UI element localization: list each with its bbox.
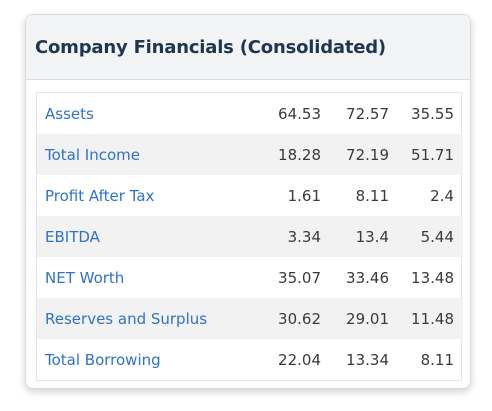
table-cell: 64.53 <box>278 104 321 123</box>
row-label-assets[interactable]: Assets <box>45 104 94 123</box>
table-row: Assets 64.53 72.57 35.55 <box>37 93 463 134</box>
table-cell: 35.55 <box>411 104 454 123</box>
row-label-profit-after-tax[interactable]: Profit After Tax <box>45 186 155 205</box>
table-row: Total Borrowing 22.04 13.34 8.11 <box>37 339 463 380</box>
row-label-ebitda[interactable]: EBITDA <box>37 216 251 257</box>
table-row: Reserves and Surplus 30.62 29.01 11.48 <box>37 298 463 339</box>
table-cell: 8.11 <box>355 186 389 205</box>
financials-card: Company Financials (Consolidated) Assets… <box>25 14 471 389</box>
table-cell: 8.11 <box>420 350 454 369</box>
table-row: Total Income 18.28 72.19 51.71 <box>37 134 463 175</box>
table-cell: 33.46 <box>346 268 389 287</box>
table-cell: 18.28 <box>251 134 321 175</box>
table-cell: 13.34 <box>346 350 389 369</box>
table-cell: 29.01 <box>321 298 389 339</box>
table-row: Profit After Tax 1.61 8.11 2.4 <box>37 175 463 216</box>
row-label-net-worth[interactable]: NET Worth <box>45 268 125 287</box>
table-cell: 5.44 <box>389 216 463 257</box>
row-label-reserves-and-surplus[interactable]: Reserves and Surplus <box>37 298 251 339</box>
financials-table: Assets 64.53 72.57 35.55 Total Income 18… <box>37 93 463 380</box>
table-cell: 72.19 <box>321 134 389 175</box>
card-title: Company Financials (Consolidated) <box>35 36 386 58</box>
table-cell: 11.48 <box>389 298 463 339</box>
table-cell: 13.4 <box>321 216 389 257</box>
table-cell: 35.07 <box>278 268 321 287</box>
table-cell: 1.61 <box>287 186 321 205</box>
financials-table-wrapper: Assets 64.53 72.57 35.55 Total Income 18… <box>36 92 463 381</box>
table-cell: 3.34 <box>251 216 321 257</box>
card-header: Company Financials (Consolidated) <box>26 15 470 80</box>
table-cell: 51.71 <box>389 134 463 175</box>
table-cell: 13.48 <box>411 268 454 287</box>
table-cell: 72.57 <box>346 104 389 123</box>
row-label-total-borrowing[interactable]: Total Borrowing <box>45 350 161 369</box>
table-cell: 2.4 <box>430 186 454 205</box>
table-row: NET Worth 35.07 33.46 13.48 <box>37 257 463 298</box>
table-row: EBITDA 3.34 13.4 5.44 <box>37 216 463 257</box>
table-cell: 22.04 <box>278 350 321 369</box>
row-label-total-income[interactable]: Total Income <box>37 134 251 175</box>
table-cell: 30.62 <box>251 298 321 339</box>
